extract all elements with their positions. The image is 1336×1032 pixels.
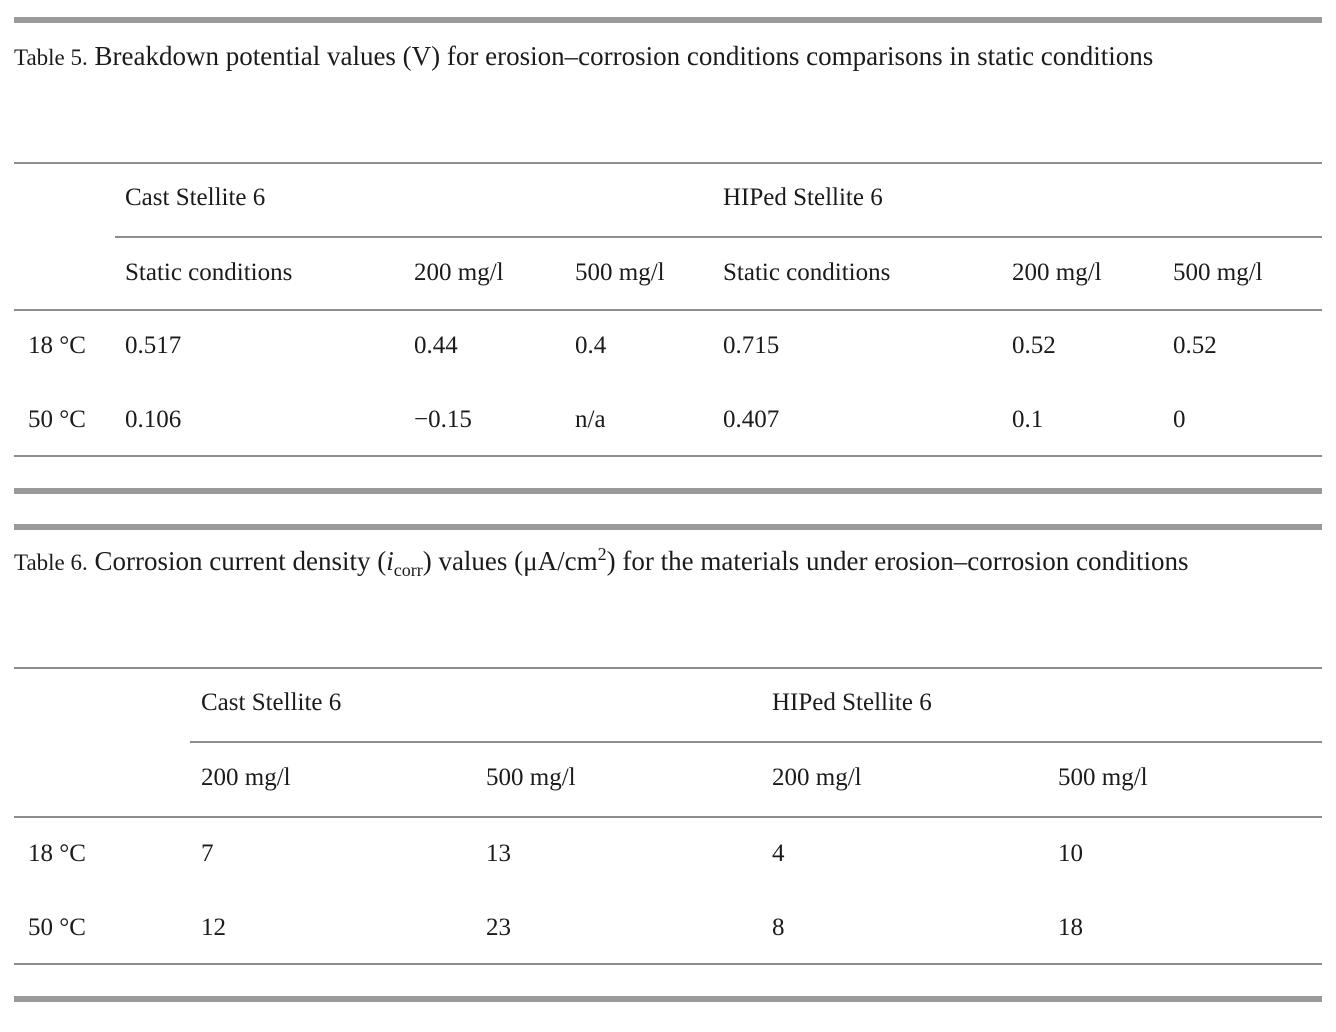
- table6-subheader-500-cast: 500 mg/l: [486, 764, 576, 791]
- table6-caption: Table 6. Corrosion current density (icor…: [14, 538, 1326, 588]
- table6-row-50c: 50 °C 12 23 8 18: [0, 912, 1336, 944]
- table5-cell-18c-hiped-static: 0.715: [723, 332, 780, 359]
- table6-cell-18c-hiped-500: 10: [1058, 840, 1083, 867]
- table6-body-bottom-rule: [14, 963, 1322, 965]
- table5-subheader-static-cast: Static conditions: [125, 259, 293, 286]
- table5-row-50c: 50 °C 0.106 −0.15 n/a 0.407 0.1 0: [0, 404, 1336, 436]
- table6-group-header-cast: Cast Stellite 6: [201, 689, 342, 716]
- table5-cell-50c-cast-500: n/a: [575, 406, 606, 433]
- table6-subheader-200-hiped: 200 mg/l: [772, 764, 862, 791]
- table5-caption-label: Table 5.: [14, 45, 88, 70]
- table5-cell-50c-hiped-static: 0.407: [723, 406, 780, 433]
- table5-subheader-200-hiped: 200 mg/l: [1012, 259, 1102, 286]
- table5-top-thick-rule: [14, 17, 1322, 23]
- table5-cell-18c-cast-500: 0.4: [575, 332, 607, 359]
- table5-subheader-500-cast: 500 mg/l: [575, 259, 665, 286]
- table5-cell-50c-hiped-500: 0: [1173, 406, 1186, 433]
- table5-row-18c: 18 °C 0.517 0.44 0.4 0.715 0.52 0.52: [0, 330, 1336, 362]
- table6-caption-superscript-2: 2: [597, 544, 607, 564]
- table5-subheader-static-hiped: Static conditions: [723, 259, 891, 286]
- table6-cell-50c-hiped-200: 8: [772, 914, 785, 941]
- table5-group-header-underline-rule: [115, 236, 1322, 238]
- table6-header-top-rule: [14, 667, 1322, 669]
- table5-cell-18c-cast-200: 0.44: [414, 332, 458, 359]
- table5-cell-18c-hiped-200: 0.52: [1012, 332, 1056, 359]
- table5-caption: Table 5. Breakdown potential values (V) …: [14, 33, 1326, 81]
- table6-cell-50c-hiped-500: 18: [1058, 914, 1083, 941]
- table6-subheader-row: 200 mg/l 500 mg/l 200 mg/l 500 mg/l: [0, 762, 1336, 794]
- table6-caption-part3: ) for the materials under erosion–corros…: [606, 546, 1189, 576]
- table6-subheader-500-hiped: 500 mg/l: [1058, 764, 1148, 791]
- table6-group-header-hiped: HIPed Stellite 6: [772, 689, 932, 716]
- table6-group-header-row: Cast Stellite 6 HIPed Stellite 6: [0, 687, 1336, 719]
- table5-header-bottom-rule: [14, 309, 1322, 311]
- table6-cell-18c-cast-200: 7: [201, 840, 214, 867]
- table6-caption-part1: Corrosion current density (: [87, 546, 387, 576]
- table6-cell-18c-hiped-200: 4: [772, 840, 785, 867]
- table5-bottom-thick-rule: [14, 488, 1322, 494]
- table6-cell-50c-cast-500: 23: [486, 914, 511, 941]
- table6-caption-variable-i: i: [386, 546, 394, 576]
- table6-subheader-200-cast: 200 mg/l: [201, 764, 291, 791]
- table6-caption-label: Table 6.: [14, 550, 88, 575]
- table5-cell-18c-hiped-500: 0.52: [1173, 332, 1217, 359]
- table5-row-label-50c: 50 °C: [28, 406, 86, 433]
- table6-caption-subscript-corr: corr: [393, 560, 423, 580]
- table5-cell-50c-hiped-200: 0.1: [1012, 406, 1044, 433]
- table6-cell-18c-cast-500: 13: [486, 840, 511, 867]
- table5-body-bottom-rule: [14, 455, 1322, 457]
- table5-subheader-row: Static conditions 200 mg/l 500 mg/l Stat…: [0, 257, 1336, 289]
- table5-cell-50c-cast-static: 0.106: [125, 406, 182, 433]
- table6-top-thick-rule: [14, 524, 1322, 530]
- table6-row-18c: 18 °C 7 13 4 10: [0, 838, 1336, 870]
- table5-cell-50c-cast-200: −0.15: [414, 406, 472, 433]
- table5-row-label-18c: 18 °C: [28, 332, 86, 359]
- table5-subheader-200-cast: 200 mg/l: [414, 259, 504, 286]
- table5-header-top-rule: [14, 162, 1322, 164]
- table6-row-label-50c: 50 °C: [28, 914, 86, 941]
- table5-group-header-cast: Cast Stellite 6: [125, 184, 266, 211]
- table5-subheader-500-hiped: 500 mg/l: [1173, 259, 1263, 286]
- table6-header-bottom-rule: [14, 816, 1322, 818]
- table6-caption-part2: ) values (μA/cm: [422, 546, 598, 576]
- table5-group-header-row: Cast Stellite 6 HIPed Stellite 6: [0, 182, 1336, 214]
- table6-bottom-thick-rule: [14, 996, 1322, 1002]
- table6-group-header-underline-rule: [190, 741, 1322, 743]
- table5-cell-18c-cast-static: 0.517: [125, 332, 182, 359]
- table6-cell-50c-cast-200: 12: [201, 914, 226, 941]
- table6-row-label-18c: 18 °C: [28, 840, 86, 867]
- table5-group-header-hiped: HIPed Stellite 6: [723, 184, 883, 211]
- table5-caption-text: Breakdown potential values (V) for erosi…: [87, 41, 1154, 71]
